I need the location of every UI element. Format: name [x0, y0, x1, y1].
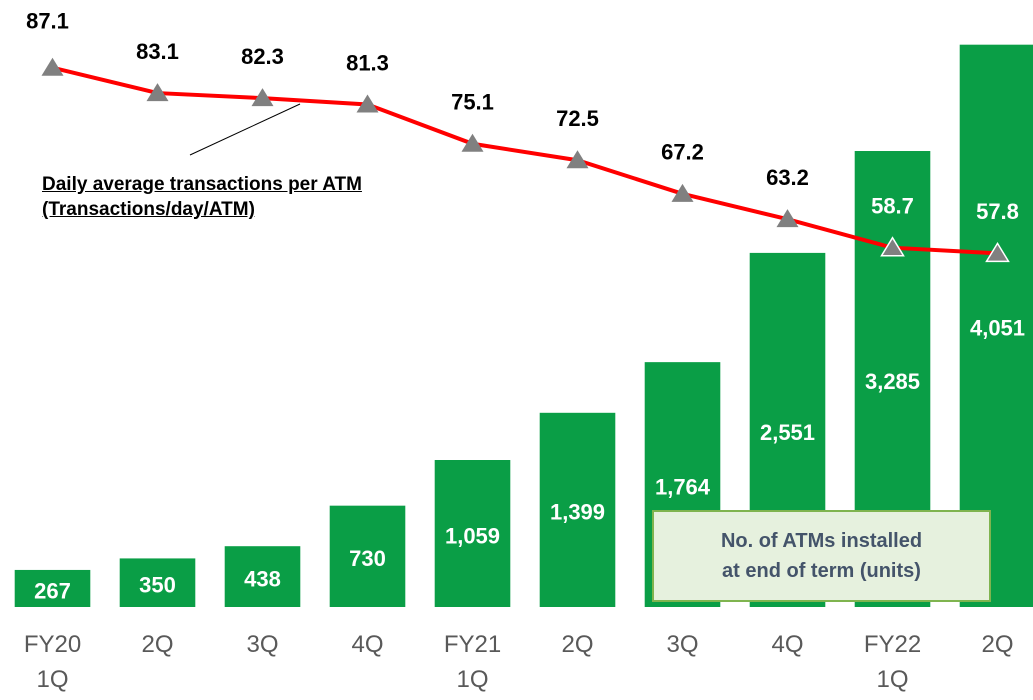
x-tick-label: 2Q	[981, 631, 1014, 658]
bar-value-label: 350	[139, 573, 176, 598]
bar-value-label: 2,551	[760, 420, 815, 445]
bar-value-label: 4,051	[970, 316, 1025, 341]
bar-value-label: 730	[349, 546, 386, 571]
bar	[434, 460, 511, 607]
bar-value-label: 3,285	[865, 369, 920, 394]
line-marker	[41, 57, 64, 76]
line-value-label: 75.1	[451, 90, 494, 115]
line-value-label: 82.3	[241, 44, 284, 69]
line-value-label: 83.1	[136, 39, 179, 64]
leader-line	[189, 103, 301, 156]
line-value-label: 67.2	[661, 140, 704, 165]
x-tick-label: FY20 1Q	[23, 631, 82, 693]
bar-value-label: 438	[244, 566, 281, 591]
line-marker	[566, 150, 589, 169]
x-tick-label: 2Q	[561, 631, 594, 658]
x-tick-label: 2Q	[141, 631, 174, 658]
line-marker	[146, 83, 169, 102]
x-tick-label: FY21 1Q	[443, 631, 502, 693]
bar	[14, 569, 91, 607]
bar-series-label: No. of ATMs installed at end of term (un…	[652, 510, 991, 602]
line-marker	[985, 241, 1010, 263]
line-value-label: 63.2	[766, 165, 809, 190]
bar-value-label: 267	[34, 578, 71, 603]
line-value-label: 58.7	[871, 194, 914, 219]
x-tick-label: 3Q	[246, 631, 279, 658]
x-tick-label: FY22 1Q	[863, 631, 922, 693]
x-tick-label: 4Q	[771, 631, 804, 658]
line-value-label: 87.1	[26, 9, 69, 34]
line-marker	[461, 133, 484, 152]
line-marker	[880, 236, 905, 257]
line-marker	[671, 183, 694, 202]
bar-value-label: 1,059	[445, 523, 500, 548]
x-tick-label: 4Q	[351, 631, 384, 658]
bar-value-label: 1,764	[655, 474, 711, 499]
bar	[329, 505, 406, 607]
bar	[539, 412, 616, 607]
x-tick-label: 3Q	[666, 631, 699, 658]
line-value-label: 57.8	[976, 199, 1019, 224]
line-value-label: 81.3	[346, 50, 389, 75]
line-marker	[356, 94, 379, 113]
line	[52, 65, 998, 256]
line-marker	[776, 209, 799, 228]
bar	[119, 558, 196, 607]
line-marker	[251, 88, 274, 107]
line-value-label: 72.5	[556, 106, 599, 131]
bar	[224, 546, 301, 607]
line-series-label: Daily average transactions per ATM (Tran…	[42, 174, 362, 220]
bar-value-label: 1,399	[550, 500, 605, 525]
